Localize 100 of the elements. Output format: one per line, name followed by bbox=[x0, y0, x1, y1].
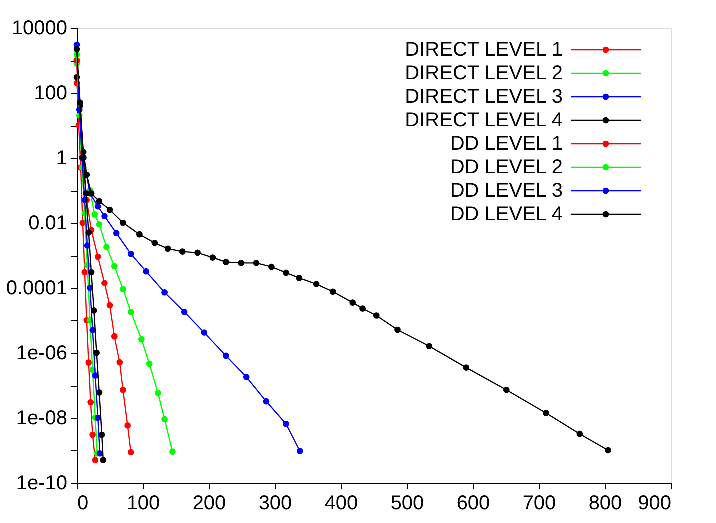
point bbox=[120, 286, 126, 292]
point bbox=[283, 420, 290, 428]
point bbox=[102, 213, 108, 220]
point bbox=[128, 251, 134, 258]
point bbox=[96, 390, 103, 396]
point bbox=[96, 198, 103, 205]
x-tick-label: 400 bbox=[324, 492, 358, 514]
point bbox=[111, 333, 118, 340]
x-tick-label: 200 bbox=[192, 492, 226, 514]
point bbox=[94, 203, 102, 210]
point bbox=[128, 449, 134, 456]
y-tick-label: 1e-10 bbox=[16, 472, 68, 494]
point bbox=[243, 374, 250, 380]
y-tick-label: 1e-06 bbox=[16, 342, 68, 364]
point bbox=[605, 447, 612, 454]
point bbox=[179, 248, 186, 255]
point bbox=[576, 430, 584, 438]
point bbox=[201, 330, 208, 336]
point bbox=[146, 360, 153, 368]
point bbox=[296, 448, 304, 454]
legend-label: DIRECT LEVEL 4 bbox=[405, 110, 563, 132]
point bbox=[170, 448, 176, 455]
point bbox=[543, 410, 550, 416]
point bbox=[92, 457, 99, 464]
point bbox=[223, 259, 230, 266]
point bbox=[88, 269, 95, 276]
point bbox=[92, 372, 99, 379]
point bbox=[96, 450, 104, 457]
point bbox=[83, 190, 90, 197]
point bbox=[94, 414, 102, 422]
point bbox=[253, 260, 260, 266]
point bbox=[104, 244, 110, 250]
legend-label: DIRECT LEVEL 3 bbox=[405, 86, 563, 108]
point bbox=[504, 386, 510, 394]
x-tick-label: 700 bbox=[522, 492, 556, 514]
point bbox=[116, 359, 124, 366]
point bbox=[143, 268, 150, 275]
y-tick-label: 10000 bbox=[12, 18, 68, 40]
point bbox=[194, 250, 201, 256]
point bbox=[113, 230, 120, 237]
point bbox=[94, 350, 100, 356]
point bbox=[98, 432, 106, 438]
point bbox=[88, 399, 94, 406]
point bbox=[128, 309, 134, 316]
point bbox=[360, 306, 366, 312]
point bbox=[82, 269, 88, 276]
point bbox=[91, 308, 98, 314]
point bbox=[124, 422, 131, 429]
x-tick-label: 500 bbox=[390, 492, 424, 514]
x-tick-label: 100 bbox=[126, 492, 160, 514]
point bbox=[90, 432, 96, 438]
point bbox=[162, 289, 168, 296]
point bbox=[263, 398, 270, 405]
point bbox=[394, 326, 401, 334]
x-tick-label: 800 bbox=[588, 492, 622, 514]
point bbox=[120, 220, 126, 226]
point bbox=[100, 457, 107, 464]
point bbox=[102, 280, 108, 286]
point bbox=[94, 254, 102, 260]
legend-label: DD LEVEL 1 bbox=[450, 133, 563, 155]
point bbox=[283, 270, 290, 276]
point bbox=[106, 206, 114, 214]
point bbox=[330, 288, 336, 296]
x-tick-label: 0 bbox=[78, 492, 89, 514]
point bbox=[155, 390, 162, 396]
point bbox=[463, 364, 470, 371]
point bbox=[238, 260, 244, 266]
point bbox=[162, 416, 168, 422]
point bbox=[120, 386, 126, 394]
point bbox=[313, 281, 320, 288]
point bbox=[77, 100, 84, 106]
point bbox=[136, 231, 143, 238]
y-tick-label: 0.01 bbox=[28, 212, 68, 234]
point bbox=[106, 302, 114, 309]
point bbox=[111, 263, 118, 270]
point bbox=[152, 240, 158, 246]
point bbox=[296, 275, 303, 282]
legend-label: DD LEVEL 3 bbox=[450, 180, 563, 202]
y-tick-label: 1e-08 bbox=[16, 408, 68, 430]
point bbox=[86, 360, 92, 366]
point bbox=[210, 254, 216, 261]
point bbox=[92, 212, 98, 218]
legend-label: DIRECT LEVEL 2 bbox=[405, 62, 563, 84]
legend-label: DD LEVEL 4 bbox=[450, 204, 563, 226]
x-tick-label: 900 bbox=[638, 492, 672, 514]
point bbox=[86, 230, 92, 236]
y-tick-label: 100 bbox=[34, 82, 68, 104]
point bbox=[164, 246, 172, 252]
x-tick-label: 300 bbox=[258, 492, 292, 514]
point bbox=[350, 300, 356, 306]
legend-label: DIRECT LEVEL 1 bbox=[405, 39, 563, 61]
legend-label: DD LEVEL 2 bbox=[450, 156, 563, 178]
y-tick-label: 1 bbox=[56, 148, 68, 170]
point bbox=[138, 336, 145, 343]
point bbox=[223, 352, 230, 360]
point bbox=[373, 312, 380, 319]
x-tick-label: 600 bbox=[456, 492, 490, 514]
point bbox=[268, 264, 275, 270]
point bbox=[426, 343, 433, 350]
point bbox=[181, 309, 188, 316]
